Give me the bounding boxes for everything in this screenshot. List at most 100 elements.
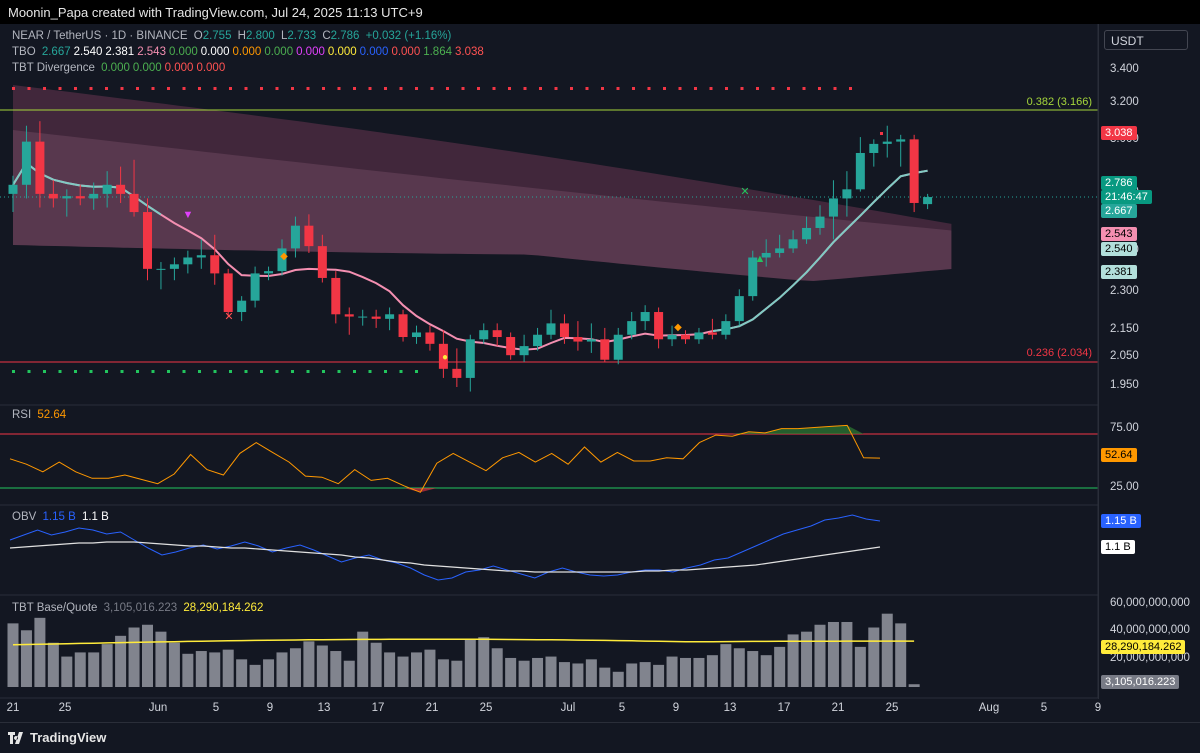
signal-dot-red <box>818 87 821 90</box>
tbo-label: TBO <box>12 46 36 58</box>
time-tick-label: 5 <box>212 702 220 714</box>
ma-line-teal-end <box>712 169 928 333</box>
time-tick-label: 9 <box>672 702 680 714</box>
candle-body <box>385 314 395 319</box>
time-tick-label: 21 <box>831 702 845 714</box>
volume-bar <box>303 641 315 687</box>
signal-dot-red <box>306 87 310 90</box>
candle-body <box>196 255 206 258</box>
signal-dot-red <box>12 87 15 90</box>
diamond-marker: ◆ <box>280 251 288 262</box>
obv-value: 1.15 B <box>42 511 76 523</box>
rsi-line <box>9 424 881 493</box>
tbo-value: 0.000 <box>264 46 294 58</box>
currency-selector[interactable]: USDT <box>1104 30 1188 50</box>
candle-body <box>533 334 543 347</box>
signal-dot-green <box>260 370 263 373</box>
candle-body <box>438 343 448 369</box>
candle-body <box>802 227 812 240</box>
signal-dot-red <box>709 87 713 90</box>
time-tick-label: 21 <box>425 702 439 714</box>
volume-bar <box>841 621 853 687</box>
candle-body <box>923 197 933 205</box>
signal-dot-red <box>384 87 387 90</box>
signal-dot-red <box>229 87 232 90</box>
signal-dot-red <box>136 87 139 90</box>
candle-body <box>223 273 233 313</box>
signal-dot-red <box>570 87 573 90</box>
volume-bar <box>182 653 194 687</box>
candle-body <box>519 346 529 356</box>
price-tag: 2.381 <box>1101 265 1137 279</box>
candle-body <box>586 339 596 342</box>
candle-body <box>169 264 179 269</box>
volume-bar <box>908 684 920 687</box>
fib-label-lower: 0.236 (2.034) <box>1027 347 1092 359</box>
volume-bar <box>236 659 248 687</box>
signal-dot-red <box>725 87 728 90</box>
price-tag: 2.667 <box>1101 204 1137 218</box>
volume-bar <box>801 631 813 687</box>
signal-dot-red <box>539 87 542 90</box>
volume-bar <box>384 652 396 687</box>
volume-bar <box>639 662 651 687</box>
signal-dot-red <box>291 87 294 90</box>
volume-bar <box>142 624 153 687</box>
candle-body <box>654 312 664 340</box>
signal-dot-red <box>105 87 108 90</box>
footer-brand: TradingView <box>30 730 107 745</box>
bearish-triangle-marker: ▼ <box>183 209 194 221</box>
signal-dot-green <box>415 370 418 373</box>
open-label: O <box>193 30 203 42</box>
candle-body <box>573 337 583 342</box>
rsi-value: 52.64 <box>37 409 67 421</box>
volume-bar <box>653 664 665 687</box>
signal-dot-red <box>27 87 31 90</box>
candle-body <box>102 184 112 194</box>
volume-bar <box>706 655 718 687</box>
volume-tick-label: 20,000,000,000 <box>1110 652 1190 664</box>
volume-bar <box>88 652 100 687</box>
tbo-value: 2.543 <box>137 46 166 58</box>
signal-dot-red <box>120 87 124 90</box>
signal-dot-red <box>880 132 883 135</box>
candle-body <box>264 271 274 274</box>
price-tag: 2.543 <box>1101 227 1137 241</box>
volume-bar <box>478 637 490 687</box>
volume-bar <box>370 642 382 687</box>
time-tick-label: 9 <box>266 702 274 714</box>
candle-body <box>492 330 502 338</box>
signal-dot-green <box>384 370 387 373</box>
tbo-value: 2.381 <box>105 46 135 58</box>
close-label: C <box>322 30 331 42</box>
price-tag: 2.786 <box>1101 176 1137 190</box>
candle-body <box>788 239 798 249</box>
signal-dot-green <box>120 370 124 373</box>
signal-dot-red <box>771 87 775 90</box>
signal-dot-red <box>802 87 806 90</box>
volume-bar <box>343 660 355 687</box>
volume-bar <box>451 660 463 687</box>
signal-dot-red <box>616 87 620 90</box>
signal-dot-red <box>260 87 263 90</box>
volume-label: TBT Base/Quote <box>12 602 98 614</box>
price-axis[interactable] <box>1098 24 1200 699</box>
volume-bar <box>249 664 261 687</box>
obv-label: OBV <box>12 511 37 523</box>
volume-bar <box>720 644 732 687</box>
volume-legend: TBT Base/Quote 3,105,016.223 28,290,184.… <box>12 602 266 614</box>
signal-dot-red <box>89 87 93 90</box>
time-tick-label: Jun <box>148 702 168 714</box>
candle-body <box>842 189 852 199</box>
volume-bar <box>397 656 409 687</box>
signal-dot-green <box>213 370 217 373</box>
candle-body <box>506 337 516 356</box>
signal-dot-red <box>213 87 217 90</box>
volume-bar <box>222 649 234 687</box>
time-tick-label: 21 <box>6 702 20 714</box>
time-tick-label: Jul <box>560 702 576 714</box>
time-tick-label: 5 <box>1040 702 1048 714</box>
signal-dot-red <box>632 87 635 90</box>
signal-dot-red <box>244 87 248 90</box>
